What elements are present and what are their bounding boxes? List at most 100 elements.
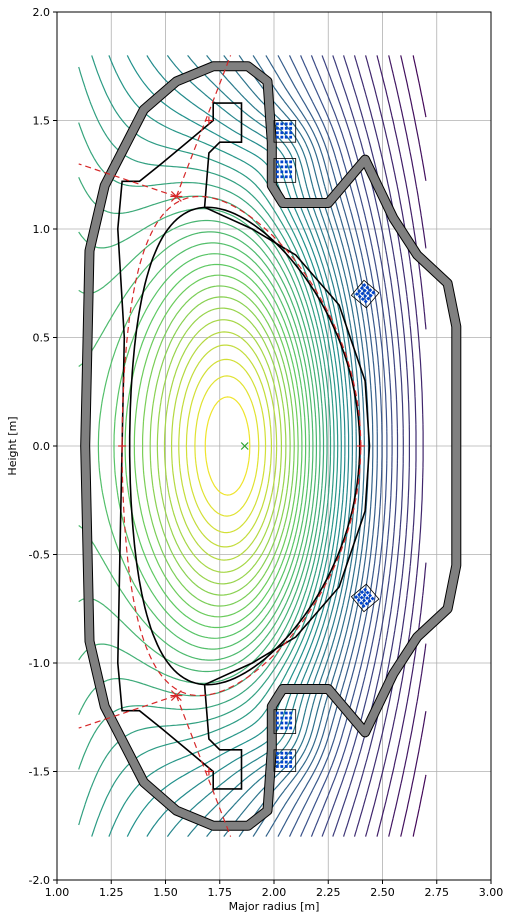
coil-filament — [284, 165, 288, 169]
coil-filament — [280, 126, 284, 130]
coil-filament — [362, 283, 367, 288]
y-tick-label: 2.0 — [33, 6, 51, 19]
coil-filament — [289, 711, 293, 715]
plasma-boundary — [78, 55, 362, 837]
coil-filament — [280, 711, 284, 715]
coil-filament — [280, 122, 284, 126]
coil-filament — [284, 716, 288, 720]
coil-filament — [362, 288, 367, 293]
flux-contour-line — [178, 344, 272, 548]
coil-filament — [289, 175, 293, 179]
coil-filament — [363, 299, 368, 304]
coil-filament — [289, 765, 293, 768]
coil-filament — [280, 756, 284, 760]
coil-filament — [362, 598, 367, 603]
coil-filament — [280, 131, 284, 135]
y-tick-label: 1.5 — [33, 115, 51, 128]
coil-filament — [280, 716, 284, 720]
y-tick-label: -1.5 — [29, 766, 50, 779]
coil-filament — [368, 593, 373, 598]
coil-filament — [280, 726, 284, 730]
coil-filament — [284, 170, 288, 174]
flux-contour-line — [288, 55, 383, 837]
coil-filament — [276, 165, 279, 169]
coil-filament — [366, 296, 371, 301]
flux-contour-line — [97, 242, 310, 650]
flux-contour-line — [78, 219, 317, 673]
flux-contours — [78, 54, 427, 838]
magnetic-axis-marker — [240, 442, 249, 450]
coil-filament — [284, 765, 288, 768]
coil-filament — [284, 756, 288, 760]
coil-filament — [280, 160, 284, 164]
coil-filament — [276, 135, 279, 139]
coil-filament — [289, 726, 293, 730]
coil-filament — [280, 165, 284, 169]
coil-filament — [284, 160, 288, 164]
coil-filament — [289, 756, 293, 760]
coil-block — [273, 158, 297, 183]
coil-filament — [289, 135, 293, 139]
coil-filament — [276, 760, 279, 764]
wall-fill — [81, 62, 461, 830]
flux-contour-line — [113, 253, 307, 639]
coil-filament — [284, 760, 288, 764]
coil-filament — [361, 604, 366, 609]
coil-filament — [359, 286, 364, 291]
coil-filament — [368, 293, 373, 298]
coil-filament — [289, 170, 293, 174]
coil-filament — [289, 760, 293, 764]
y-tick-label: -1.0 — [29, 657, 50, 670]
coil-filament — [284, 131, 288, 135]
coil-filament — [284, 126, 288, 130]
flux-contour-line — [78, 231, 314, 661]
coil-filament — [284, 726, 288, 730]
markers — [118, 116, 365, 776]
coil-block — [350, 279, 380, 309]
coil-filament — [289, 165, 293, 169]
coil-filament — [280, 765, 284, 768]
coil-filament — [280, 170, 284, 174]
x-tick-label: 3.00 — [479, 886, 504, 899]
coil-filament — [276, 126, 279, 130]
flux-contour-line — [91, 55, 335, 837]
coil-filament — [284, 721, 288, 725]
coil-filament — [364, 601, 369, 606]
separatrix-leg — [78, 694, 177, 729]
coil-filament — [289, 122, 293, 126]
coil-filament — [365, 596, 370, 601]
coil-filament — [360, 590, 365, 595]
flux-contour-line — [163, 319, 282, 573]
coil-filament — [359, 595, 364, 600]
coil-filament — [357, 592, 362, 597]
coil-filament — [284, 711, 288, 715]
coil-filament — [357, 289, 362, 294]
coil-block — [273, 120, 297, 143]
coil-filament — [276, 131, 279, 135]
coil-frame — [350, 583, 380, 613]
flux-contour-line — [156, 307, 287, 585]
coil-filament — [359, 601, 364, 606]
coil-frame — [273, 749, 297, 772]
flux-contour-line — [400, 55, 427, 837]
flux-contour-line — [108, 55, 339, 837]
coil-filament — [276, 726, 279, 730]
coil-filament — [284, 135, 288, 139]
plasma-boundary-line — [128, 206, 361, 686]
coil-block — [350, 583, 380, 613]
flux-contour-line — [223, 54, 361, 838]
separatrix-line — [121, 195, 362, 697]
coil-blocks — [273, 120, 380, 772]
x-ticks: 1.00 1.25 1.50 1.75 2.00 2.25 2.50 2.75 3.00 — [45, 880, 504, 899]
coil-filament — [367, 599, 372, 604]
y-tick-label: 1.0 — [33, 223, 51, 236]
coil-filament — [289, 721, 293, 725]
plot-area — [78, 54, 462, 838]
flux-contour-line — [353, 55, 417, 837]
y-axis-label: Height [m] — [6, 416, 19, 475]
x-tick-label: 2.25 — [316, 886, 341, 899]
coil-filament — [289, 751, 293, 755]
coil-filament — [368, 288, 373, 293]
coil-filament — [276, 765, 279, 768]
